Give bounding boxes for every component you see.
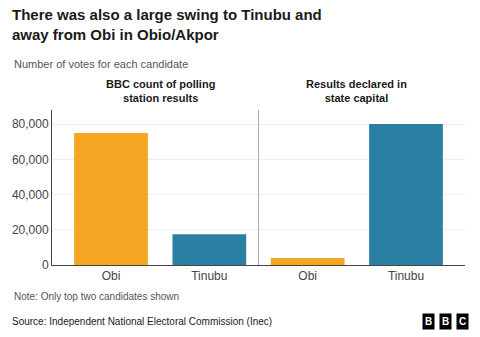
svg-text:BBC count of pollingstation re: BBC count of pollingstation results xyxy=(106,78,215,104)
svg-text:60,000: 60,000 xyxy=(12,153,49,167)
svg-text:Number of votes for each candi: Number of votes for each candidate xyxy=(14,58,188,70)
svg-text:Tinubu: Tinubu xyxy=(191,269,227,283)
svg-text:B: B xyxy=(442,316,449,327)
svg-text:20,000: 20,000 xyxy=(12,223,49,237)
svg-text:Obi: Obi xyxy=(102,269,121,283)
svg-text:Obi: Obi xyxy=(298,269,317,283)
svg-text:There was also a large swing t: There was also a large swing to Tinubu a… xyxy=(12,6,322,43)
svg-text:C: C xyxy=(459,316,466,327)
svg-text:B: B xyxy=(425,316,432,327)
svg-text:Source: Independent National E: Source: Independent National Electoral C… xyxy=(12,316,272,327)
svg-text:Tinubu: Tinubu xyxy=(388,269,424,283)
svg-text:Results declared instate capit: Results declared instate capital xyxy=(306,78,407,104)
svg-text:40,000: 40,000 xyxy=(12,188,49,202)
svg-text:Note: Only top two candidates: Note: Only top two candidates shown xyxy=(14,291,179,302)
svg-text:80,000: 80,000 xyxy=(12,117,49,131)
svg-text:0: 0 xyxy=(42,258,49,272)
